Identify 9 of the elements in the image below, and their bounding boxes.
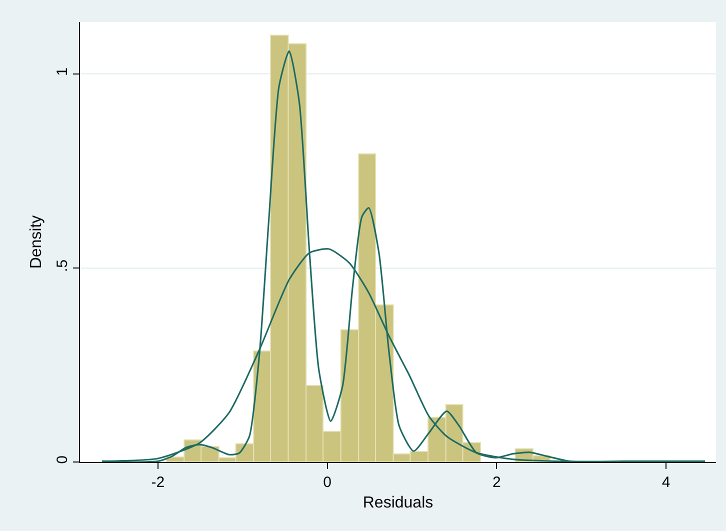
y-tick-label: 1 <box>54 68 71 76</box>
x-tick-label: -2 <box>151 474 165 491</box>
x-axis-title: Residuals <box>362 494 434 512</box>
x-tick-label: 4 <box>662 474 670 491</box>
x-tick-label: 2 <box>492 474 501 491</box>
x-tick-label: 0 <box>323 474 332 491</box>
y-axis-title: Density <box>28 215 45 269</box>
y-tick-label: .5 <box>54 259 71 272</box>
y-tick-label: 0 <box>54 456 71 464</box>
